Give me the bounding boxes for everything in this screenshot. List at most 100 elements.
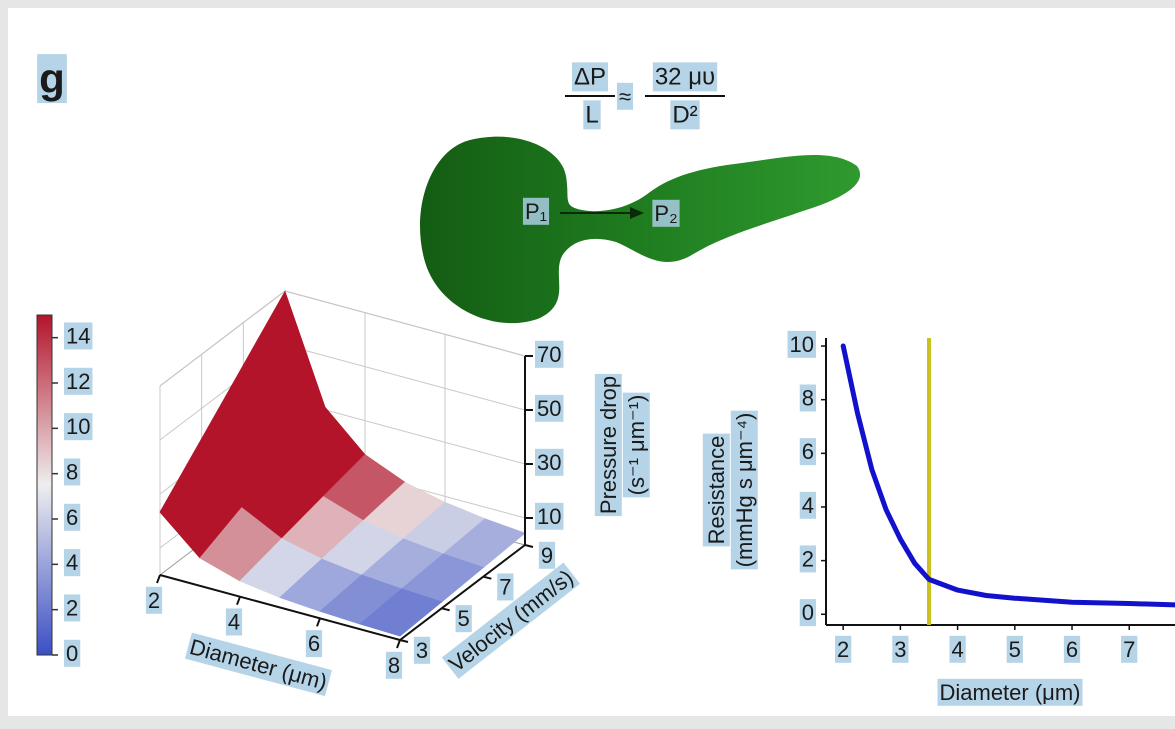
z-tick-label: 70 bbox=[537, 342, 561, 367]
panel-label: g bbox=[39, 55, 65, 102]
surface-patch bbox=[359, 588, 443, 637]
axis-line bbox=[159, 574, 401, 641]
tick-mark bbox=[441, 607, 450, 612]
text-highlight bbox=[184, 632, 332, 697]
text-highlight bbox=[37, 54, 67, 104]
text-highlight bbox=[949, 635, 966, 663]
x-tick-label: 8 bbox=[388, 653, 400, 678]
x-tick-label: 6 bbox=[1066, 637, 1078, 662]
z-tick-label: 10 bbox=[537, 504, 561, 529]
grid-line bbox=[284, 290, 526, 357]
text-highlight bbox=[799, 491, 816, 519]
colorbar-tick-label: 14 bbox=[66, 323, 90, 348]
y-tick-label: 5 bbox=[458, 606, 470, 631]
text-highlight bbox=[64, 549, 81, 577]
tick-mark bbox=[396, 639, 401, 649]
x-tick-label: 2 bbox=[837, 637, 849, 662]
text-highlight bbox=[64, 413, 93, 441]
text-highlight bbox=[835, 635, 852, 663]
y-tick-label: 7 bbox=[499, 574, 511, 599]
text-highlight bbox=[64, 458, 81, 486]
text-highlight bbox=[1006, 635, 1023, 663]
text-highlight bbox=[441, 562, 581, 679]
text-highlight bbox=[670, 100, 700, 130]
text-highlight bbox=[535, 448, 564, 476]
colorbar-tick-label: 12 bbox=[66, 369, 90, 394]
text-highlight bbox=[385, 651, 403, 679]
tick-mark bbox=[156, 574, 161, 584]
text-highlight bbox=[64, 503, 81, 531]
text-highlight bbox=[622, 392, 650, 498]
y-axis-label: (mmHg s μm⁻⁴) bbox=[732, 413, 757, 568]
x-tick-label: 6 bbox=[308, 631, 320, 656]
text-highlight bbox=[64, 639, 81, 667]
colorbar-tick-label: 8 bbox=[66, 459, 78, 484]
text-highlight bbox=[1121, 635, 1138, 663]
y-tick-label: 6 bbox=[802, 439, 814, 464]
y-tick-label: 0 bbox=[802, 600, 814, 625]
y-tick-label: 2 bbox=[802, 546, 814, 571]
colorbar-tick-label: 4 bbox=[66, 550, 78, 575]
flow-arrowhead bbox=[630, 207, 644, 219]
text-highlight bbox=[652, 62, 718, 92]
text-highlight bbox=[455, 605, 472, 633]
colorbar-tick-label: 0 bbox=[66, 641, 78, 666]
text-highlight bbox=[594, 373, 622, 517]
text-highlight bbox=[1063, 635, 1081, 663]
grid-line bbox=[159, 290, 286, 387]
y-tick-label: 3 bbox=[416, 638, 428, 663]
text-highlight bbox=[64, 367, 93, 395]
equation-relation: ≈ bbox=[619, 84, 631, 109]
colorbar-tick-label: 6 bbox=[66, 505, 78, 530]
text-highlight bbox=[799, 384, 816, 412]
tick-mark bbox=[399, 639, 409, 643]
colorbar bbox=[36, 314, 53, 656]
data-line bbox=[840, 343, 1175, 608]
grid-line bbox=[284, 344, 526, 411]
text-highlight bbox=[305, 630, 323, 658]
text-highlight bbox=[937, 678, 1083, 706]
colorbar-tick-label: 2 bbox=[66, 595, 78, 620]
text-highlight bbox=[538, 541, 556, 569]
text-highlight bbox=[652, 199, 680, 227]
text-highlight bbox=[787, 330, 816, 358]
z-tick-label: 50 bbox=[537, 396, 561, 421]
text-highlight bbox=[535, 340, 564, 368]
equation-term: D² bbox=[672, 101, 697, 128]
z-axis-label: Pressure drop bbox=[596, 376, 621, 514]
x-axis-label: Diameter (μm) bbox=[939, 680, 1080, 705]
z-tick-label: 30 bbox=[537, 450, 561, 475]
tick-mark bbox=[483, 575, 492, 580]
cell-shape bbox=[420, 136, 861, 324]
tick-mark bbox=[316, 617, 321, 627]
text-highlight bbox=[616, 82, 634, 110]
x-tick-label: 4 bbox=[228, 609, 240, 634]
text-highlight bbox=[522, 197, 550, 225]
text-highlight bbox=[571, 62, 609, 92]
text-highlight bbox=[64, 594, 81, 622]
text-highlight bbox=[225, 608, 243, 636]
text-highlight bbox=[892, 635, 909, 663]
y-tick-label: 9 bbox=[541, 543, 553, 568]
text-highlight bbox=[730, 410, 758, 570]
y-axis-label: Resistance bbox=[704, 436, 729, 545]
text-highlight bbox=[413, 636, 431, 664]
text-highlight bbox=[799, 599, 816, 627]
x-tick-label: 5 bbox=[1009, 637, 1021, 662]
equation-term: 32 μυ bbox=[655, 63, 715, 90]
x-tick-label: 2 bbox=[148, 588, 160, 613]
text-highlight bbox=[145, 586, 163, 614]
y-tick-label: 4 bbox=[802, 493, 814, 518]
tick-mark bbox=[236, 596, 241, 606]
x-tick-label: 4 bbox=[951, 637, 963, 662]
text-highlight bbox=[702, 433, 730, 547]
cell-label: P₂ bbox=[654, 201, 677, 226]
text-highlight bbox=[535, 502, 564, 530]
text-highlight bbox=[799, 438, 816, 466]
z-axis-label: (s⁻¹ μm⁻¹) bbox=[624, 395, 649, 496]
text-highlight bbox=[583, 100, 601, 130]
axis-line bbox=[399, 544, 526, 641]
cell-label: P₁ bbox=[525, 199, 547, 224]
